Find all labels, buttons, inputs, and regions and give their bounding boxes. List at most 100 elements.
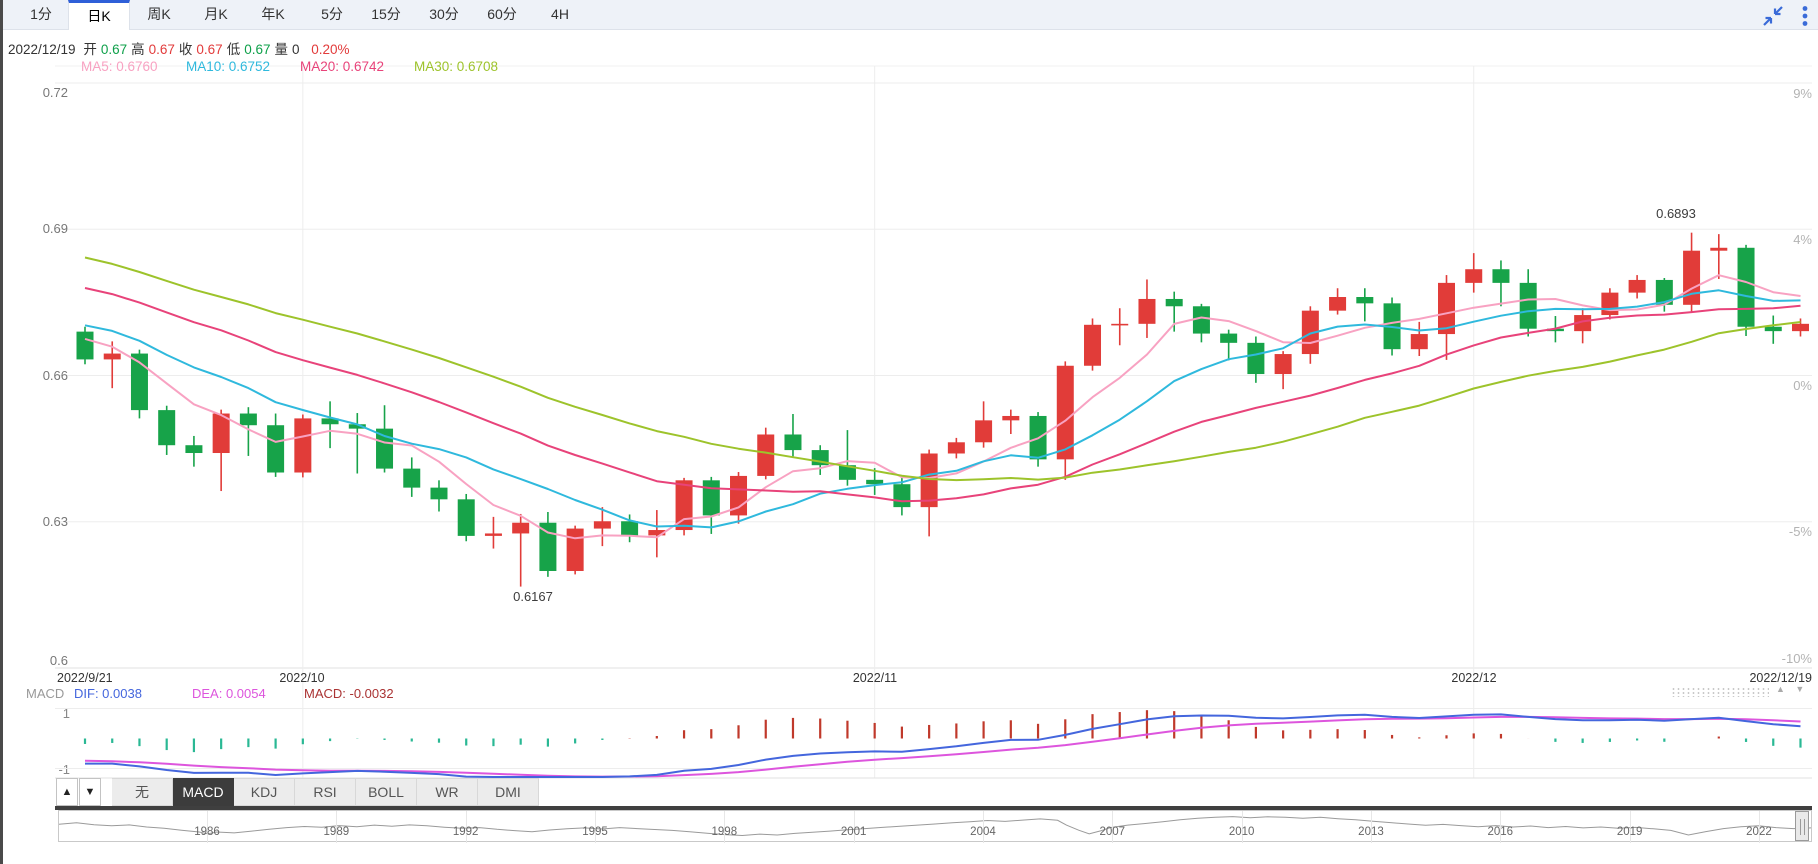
timeframe-tab-月K[interactable]: 月K [204, 6, 228, 22]
timeframe-tab-1分[interactable]: 1分 [30, 6, 52, 22]
ma-legend-MA20: MA20: 0.6742 [300, 59, 385, 74]
candle-2022/11/04 [947, 442, 965, 454]
navigator-year-tick [1112, 811, 1114, 843]
navigator-year-tick [853, 811, 855, 843]
macd-axis-label-minus1: -1 [58, 762, 70, 777]
ohlc-info-bar: 2022/12/19 开 0.67 高 0.67 收 0.67 低 0.67 量 0 0.20% [8, 38, 354, 57]
candle-2022/09/23 [130, 353, 148, 411]
candle-2022/11/10 [1056, 365, 1074, 460]
candle-2022/10/17 [566, 528, 584, 571]
kebab-menu-icon[interactable] [1802, 5, 1808, 27]
ma-legend-MA30: MA30: 0.6708 [414, 59, 499, 74]
indicator-tabs-underline [55, 806, 1812, 810]
candle-2022/11/01 [866, 479, 884, 485]
candle-2022/12/05 [1519, 282, 1537, 329]
y-axis-left-label: 0.63 [42, 514, 68, 529]
indicator-move-down-button[interactable]: ▼ [79, 778, 101, 806]
ohlc-field-value: 0 [291, 42, 300, 57]
change-percent: 0.20% [311, 42, 350, 57]
candle-2022/11/07 [975, 420, 993, 443]
macd-dea-value: DEA: 0.0054 [192, 686, 266, 701]
candle-2022/12/16 [1764, 326, 1782, 332]
timeframe-tab-5分[interactable]: 5分 [321, 6, 343, 22]
candle-2022/10/04 [321, 418, 339, 425]
candle-2022/10/21 [675, 480, 693, 531]
navigator-year-1998: 1998 [711, 826, 738, 838]
indicator-tab-无[interactable]: 无 [112, 778, 173, 806]
ohlc-field-label: 低 [226, 42, 241, 57]
candle-2022/09/29 [239, 413, 257, 426]
candle-2022/10/18 [593, 521, 611, 529]
candle-2022/12/12 [1655, 279, 1673, 305]
candle-2022/12/14 [1710, 247, 1728, 251]
y-axis-right-label: 0% [1793, 378, 1812, 393]
navigator-year-1992: 1992 [452, 826, 479, 838]
candle-2022/11/29 [1410, 334, 1428, 350]
timeframe-tab-周K[interactable]: 周K [147, 6, 171, 22]
candle-2022/09/21 [76, 331, 94, 360]
candle-2022/12/15 [1737, 247, 1755, 327]
navigator-right-handle[interactable] [1795, 811, 1809, 841]
indicator-tab-DMI[interactable]: DMI [478, 778, 539, 806]
candle-2022/10/05 [348, 424, 366, 429]
timeframe-tab-日K[interactable]: 日K [68, 0, 130, 30]
timeline-navigator[interactable]: 1986 1989 1992 1995 1998 2001 2004 2007 2010 2013… [58, 810, 1812, 843]
ohlc-fields: 开 0.67 高 0.67 收 0.67 低 0.67 量 0 [83, 42, 303, 57]
candle-2022/11/18 [1220, 333, 1238, 343]
indicator-tab-RSI[interactable]: RSI [295, 778, 356, 806]
candle-2022/11/11 [1084, 324, 1102, 366]
timeframe-tab-30分[interactable]: 30分 [429, 6, 459, 22]
ma30-line [84, 256, 1801, 482]
candle-2022/10/14 [539, 522, 557, 571]
candle-2022/11/16 [1165, 298, 1183, 307]
candle-2022/10/24 [702, 480, 720, 516]
candle-2022/12/07 [1574, 315, 1592, 332]
timeframe-tab-年K[interactable]: 年K [261, 6, 285, 22]
indicator-tab-WR[interactable]: WR [417, 778, 478, 806]
candle-2022/09/30 [267, 425, 285, 473]
indicator-tab-BOLL[interactable]: BOLL [356, 778, 417, 806]
y-axis-left-label: 0.6 [49, 653, 68, 668]
y-axis-left-label: 0.66 [42, 367, 68, 383]
ma-legend-MA5: MA5: 0.6760 [81, 59, 158, 74]
x-axis-date-label: 2022/12 [1451, 671, 1497, 685]
ohlc-field-label: 收 [178, 42, 193, 57]
candle-2022/11/17 [1192, 306, 1210, 334]
navigator-year-2010: 2010 [1228, 826, 1255, 838]
x-axis-date-label: 2022/12/19 [1749, 671, 1812, 685]
candle-2022/11/25 [1356, 297, 1374, 304]
candle-2022/12/01 [1465, 269, 1483, 283]
candle-2022/10/07 [403, 468, 421, 488]
high-price-annotation: 0.6893 [1656, 206, 1696, 221]
macd-hist-value: MACD: -0.0032 [304, 686, 394, 701]
timeframe-tab-4H[interactable]: 4H [551, 6, 569, 22]
candle-2022/10/06 [376, 428, 394, 469]
timeframe-tab-15分[interactable]: 15分 [371, 6, 401, 22]
panel-drag-handle[interactable] [1671, 687, 1769, 697]
navigator-year-2004: 2004 [970, 826, 996, 838]
collapse-fullscreen-icon[interactable] [1762, 5, 1784, 27]
navigator-year-tick [982, 811, 984, 843]
ohlc-field-label: 开 [83, 42, 97, 57]
navigator-year-tick [336, 811, 338, 843]
navigator-year-tick [1629, 811, 1631, 843]
candles-layer[interactable] [76, 232, 1809, 587]
timeframe-tab-60分[interactable]: 60分 [487, 6, 517, 22]
indicator-tab-KDJ[interactable]: KDJ [234, 778, 295, 806]
navigator-year-2013: 2013 [1358, 826, 1384, 838]
candle-2022/09/22 [103, 353, 121, 360]
candle-2022/10/25 [730, 475, 748, 516]
navigator-year-1989: 1989 [323, 826, 350, 838]
panel-collapse-arrows[interactable]: ▲ ▼ [1776, 684, 1809, 694]
candle-2022/10/11 [457, 499, 475, 536]
navigator-year-tick [1500, 811, 1502, 843]
ma10-line [84, 289, 1801, 529]
ma20-line [84, 287, 1801, 503]
indicator-move-up-button[interactable]: ▲ [56, 778, 78, 806]
indicator-tab-MACD[interactable]: MACD [173, 778, 234, 806]
dif-line [85, 713, 1801, 778]
candle-2022/11/30 [1438, 282, 1455, 335]
candle-2022/12/08 [1601, 292, 1619, 316]
candle-2022/10/26 [757, 434, 775, 476]
